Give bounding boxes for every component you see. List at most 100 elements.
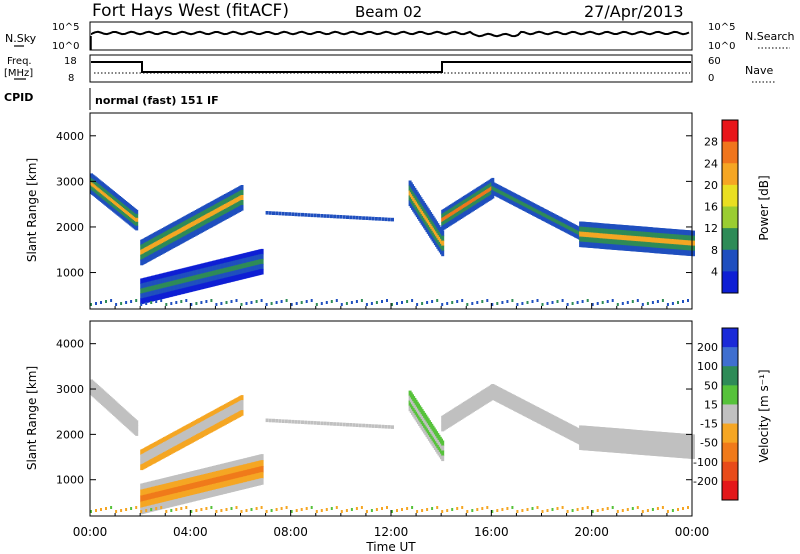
velocity-cell bbox=[451, 508, 454, 511]
velocity-colorbar: 200 100 50 15 -15 -50 -100 -200 bbox=[693, 327, 739, 501]
power-ylabel: Slant Range [km] bbox=[25, 158, 39, 262]
power-cell bbox=[130, 300, 133, 303]
colorbar-tick-label: -100 bbox=[693, 456, 718, 469]
power-cell bbox=[240, 200, 244, 206]
power-cell bbox=[250, 301, 253, 304]
velocity-cell bbox=[235, 506, 238, 509]
power-cell bbox=[362, 216, 366, 220]
velocity-cell bbox=[260, 454, 264, 461]
velocity-cell bbox=[210, 506, 213, 509]
power-cell bbox=[546, 302, 549, 305]
velocity-y-axis: 4000 3000 2000 1000 bbox=[56, 338, 692, 487]
power-cell bbox=[175, 301, 178, 304]
power-cell bbox=[360, 299, 363, 302]
noise-panel-frame bbox=[89, 21, 693, 51]
velocity-cell bbox=[362, 423, 366, 428]
power-cell bbox=[526, 301, 529, 304]
power-cell bbox=[323, 214, 327, 218]
power-cell bbox=[268, 211, 272, 215]
velocity-cell bbox=[281, 419, 285, 423]
velocity-cell bbox=[215, 510, 218, 513]
power-cell bbox=[260, 299, 263, 302]
velocity-cell bbox=[135, 506, 138, 509]
power-cell bbox=[210, 299, 213, 302]
y-tick-label: 1000 bbox=[56, 474, 84, 487]
colorbar-tick-label: 15 bbox=[704, 398, 718, 411]
velocity-cell bbox=[220, 509, 223, 512]
velocity-cell bbox=[621, 509, 624, 512]
velocity-cell bbox=[195, 509, 198, 512]
power-cell bbox=[333, 214, 337, 219]
power-cell bbox=[245, 302, 248, 305]
velocity-cell bbox=[631, 507, 634, 510]
power-cell bbox=[115, 303, 118, 306]
power-cell bbox=[145, 302, 148, 305]
power-cell bbox=[441, 245, 445, 252]
power-cell bbox=[305, 300, 308, 303]
power-cell bbox=[374, 217, 378, 221]
power-cell bbox=[285, 299, 288, 302]
power-cell bbox=[621, 302, 624, 305]
beam-label: Beam 02 bbox=[355, 3, 422, 21]
power-cell bbox=[666, 303, 669, 306]
power-cell bbox=[401, 301, 403, 304]
colorbar-tick-label: -200 bbox=[693, 475, 718, 488]
velocity-cell bbox=[272, 418, 275, 423]
power-cell bbox=[135, 213, 139, 219]
velocity-cell bbox=[371, 424, 375, 428]
velocity-cell bbox=[185, 506, 188, 509]
velocity-cell bbox=[275, 419, 279, 423]
power-cell bbox=[646, 302, 649, 305]
x-axis-label: Time UT bbox=[365, 540, 416, 554]
colorbar-segment bbox=[722, 404, 738, 425]
power-cell bbox=[651, 301, 654, 304]
power-cell bbox=[278, 211, 282, 216]
power-cell bbox=[626, 301, 629, 304]
power-cell bbox=[365, 303, 368, 306]
colorbar-tick-label: 4 bbox=[711, 265, 718, 278]
velocity-cell bbox=[441, 455, 445, 462]
power-cell bbox=[641, 303, 644, 306]
noise-sky-trace bbox=[91, 30, 690, 38]
velocity-cell bbox=[486, 506, 489, 509]
power-cell bbox=[335, 299, 338, 302]
power-cell bbox=[225, 301, 228, 304]
power-cell bbox=[381, 217, 385, 221]
power-cell bbox=[349, 215, 353, 220]
velocity-cell bbox=[466, 510, 469, 513]
velocity-cell bbox=[441, 445, 445, 452]
power-cell bbox=[581, 300, 584, 303]
velocity-cell bbox=[335, 506, 338, 509]
velocity-cell bbox=[190, 510, 193, 513]
velocity-cell bbox=[601, 508, 604, 511]
power-cell bbox=[571, 302, 574, 305]
power-cell bbox=[313, 213, 317, 218]
power-cell bbox=[396, 302, 398, 305]
velocity-cell bbox=[300, 508, 303, 511]
velocity-cell bbox=[365, 423, 369, 428]
velocity-cell bbox=[481, 507, 484, 510]
velocity-cell bbox=[386, 506, 388, 509]
power-colorbar-label: Power [dB] bbox=[757, 175, 771, 240]
nave-tick-bottom: 0 bbox=[708, 73, 714, 84]
noise-left-tick-bottom: 10^0 bbox=[52, 41, 79, 52]
colorbar-segment bbox=[722, 442, 738, 463]
power-cell bbox=[301, 212, 304, 217]
power-cell bbox=[180, 300, 183, 303]
velocity-cell bbox=[591, 510, 594, 513]
velocity-cell bbox=[511, 506, 514, 509]
power-cell bbox=[260, 253, 264, 260]
velocity-cell bbox=[255, 507, 258, 510]
velocity-cell bbox=[506, 507, 509, 510]
noise-sky-label: N.Sky bbox=[5, 32, 37, 45]
velocity-cell bbox=[391, 425, 394, 429]
power-cell bbox=[536, 299, 539, 302]
power-cell bbox=[441, 235, 445, 242]
power-cell bbox=[125, 301, 128, 304]
x-tick-label: 04:00 bbox=[173, 525, 208, 539]
power-y-axis: 4000 3000 2000 1000 bbox=[56, 130, 692, 280]
power-cell bbox=[205, 300, 208, 303]
power-cell bbox=[235, 299, 238, 302]
velocity-cell bbox=[140, 510, 143, 513]
velocity-cell bbox=[556, 507, 559, 510]
